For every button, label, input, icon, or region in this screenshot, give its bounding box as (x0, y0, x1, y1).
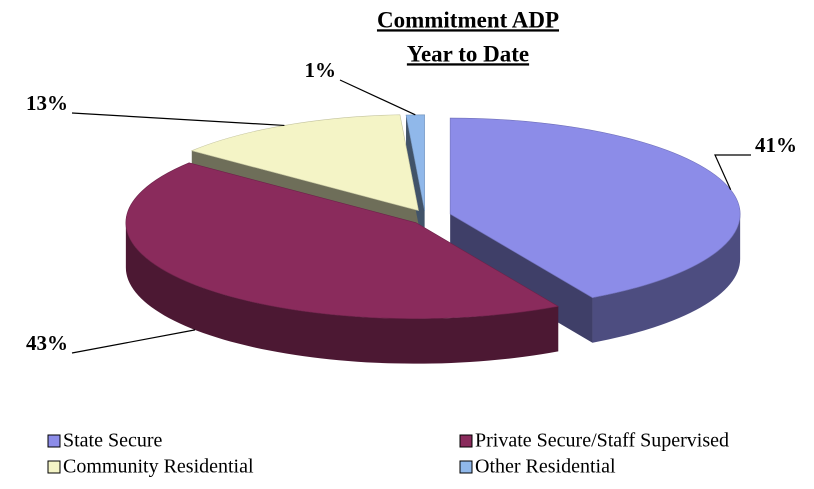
slice-wall (406, 115, 425, 256)
slice (449, 117, 741, 299)
legend-label: Community Residential (63, 456, 254, 478)
slice-side (125, 222, 559, 364)
value-label: 13% (26, 91, 68, 115)
value-label: 43% (26, 331, 68, 355)
legend-swatch (47, 434, 61, 448)
pie-tops (125, 114, 741, 319)
legend-swatch (459, 460, 473, 474)
legend-label: Private Secure/Staff Supervised (475, 430, 729, 452)
leader-line (71, 112, 285, 127)
leader-line (714, 154, 751, 190)
legend-swatch (459, 434, 473, 448)
value-label: 41% (755, 133, 797, 157)
slice (125, 162, 560, 319)
leader-line (339, 79, 416, 116)
legend-swatch (47, 460, 61, 474)
leader-line (71, 329, 196, 354)
chart-subtitle: Year to Date (407, 41, 529, 66)
legend-label: Other Residential (475, 456, 616, 478)
legend-label: State Secure (63, 430, 163, 452)
chart-title: Commitment ADP (377, 7, 559, 32)
value-label: 1% (305, 58, 337, 82)
